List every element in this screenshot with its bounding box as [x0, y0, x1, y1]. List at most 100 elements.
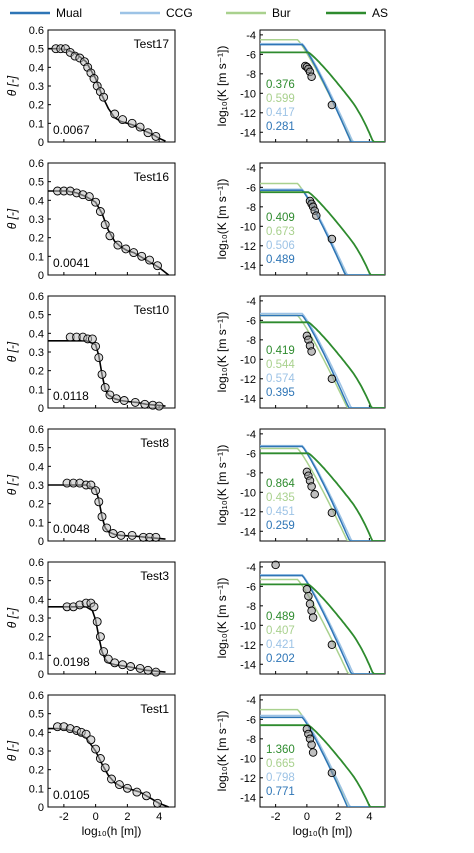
y-tick-label: 0.4 — [29, 328, 44, 340]
y-tick-label: 0.5 — [29, 44, 44, 56]
theta-observation-point — [145, 255, 155, 265]
theta-observation-point — [95, 754, 105, 763]
k-curve-mual — [260, 445, 385, 541]
x-tick-label: -2 — [271, 811, 281, 823]
theta-observation-point — [89, 602, 99, 612]
k-curve-ccg — [260, 312, 385, 408]
k-curve-as — [260, 191, 385, 275]
theta-observation-point — [95, 207, 105, 216]
theta-observation-point — [86, 480, 96, 490]
theta-panel: 0 0.1 0.2 0.3 0.4 0.5 0.6 -2 0 2 4 θ [-] Test1 0.0105 — [5, 690, 176, 823]
k-curve-ccg — [260, 42, 385, 142]
theta-axis-label: θ [-] — [5, 474, 19, 495]
y-tick-label: -12 — [240, 773, 256, 785]
y-tick-label: 0.2 — [29, 233, 44, 245]
k-panel: -14 -12 -10 -8 -6 -4 log₁₀(K [m s⁻¹]) 0.864 0.43… — [215, 428, 386, 542]
k-observation-point — [312, 211, 321, 220]
y-tick-label: 0 — [38, 802, 44, 814]
k-observation-point — [307, 740, 316, 749]
k-panel: -14 -12 -10 -8 -6 -4 log₁₀(K [m s⁻¹]) 0.419 0.54… — [215, 295, 386, 409]
y-tick-label: -8 — [246, 468, 256, 480]
stat-value-bur: 0.665 — [266, 758, 295, 770]
stat-value-as: 1.360 — [266, 744, 295, 756]
theta-observation-point — [130, 397, 140, 407]
k-observation-point — [308, 748, 318, 757]
y-tick-label: -10 — [240, 354, 256, 366]
y-tick-label: -6 — [246, 581, 256, 593]
legend: Mual CCG Bur AS — [10, 6, 388, 20]
y-tick-label: 0.6 — [29, 291, 44, 303]
k-curve-ccg — [260, 188, 385, 275]
k-curve-mual — [260, 43, 385, 142]
stat-value-ccg: 0.421 — [266, 639, 295, 651]
y-tick-label: 0.1 — [29, 517, 44, 529]
k-model-curves — [260, 312, 385, 408]
rmse-label: 0.0105 — [53, 788, 90, 802]
stat-value-ccg: 0.451 — [266, 506, 295, 518]
theta-axis-label: θ [-] — [5, 75, 19, 96]
y-tick-label: 0.6 — [29, 25, 44, 37]
k-observation-point — [327, 640, 337, 650]
theta-observation-point — [91, 197, 101, 207]
theta-observation-point — [110, 109, 120, 119]
theta-observation-point — [94, 353, 104, 363]
k-panel: -14 -12 -10 -8 -6 -4 -2 0 2 4 log₁₀(K [m s⁻¹]) 1.36… — [215, 694, 386, 823]
legend-item-as: AS — [326, 6, 388, 20]
theta-observation-point — [114, 780, 124, 790]
k-model-curves — [260, 708, 385, 807]
legend-label: Bur — [272, 6, 291, 20]
theta-observation-point — [92, 617, 102, 627]
legend-label: Mual — [56, 6, 82, 20]
theta-observation-point — [108, 529, 118, 538]
y-tick-label: 0.4 — [29, 594, 44, 606]
k-curve-mual — [260, 314, 385, 408]
x-tick-label: 4 — [156, 811, 162, 823]
k-axis-label: log₁₀(K [m s⁻¹]) — [215, 46, 229, 127]
theta-observation-point — [100, 383, 110, 392]
k-observation-point — [307, 482, 316, 491]
y-tick-label: 0.4 — [29, 461, 44, 473]
y-tick-label: 0 — [38, 669, 44, 681]
y-tick-label: 0 — [38, 536, 44, 548]
theta-axes-frame — [47, 295, 176, 409]
y-tick-label: -12 — [240, 108, 256, 120]
y-tick-label: -8 — [246, 69, 256, 81]
k-curve-as — [260, 452, 385, 541]
theta-observation-point — [116, 530, 126, 540]
y-tick-label: 0.1 — [29, 384, 44, 396]
y-tick-label: 0.6 — [29, 690, 44, 702]
theta-panel: 0 0.1 0.2 0.3 0.4 0.5 0.6 θ [-] Test16 0.0041 — [5, 158, 176, 282]
theta-observation-point — [81, 729, 91, 739]
theta-axis-label: θ [-] — [5, 740, 19, 761]
stat-value-as: 0.864 — [266, 478, 295, 490]
theta-observation-point — [111, 394, 121, 404]
k-observation-point — [271, 560, 280, 570]
theta-observation-point — [110, 658, 120, 668]
k-curve-ccg — [260, 714, 385, 807]
y-tick-label: -10 — [240, 88, 256, 100]
y-tick-label: -14 — [240, 393, 256, 405]
y-tick-label: 0.6 — [29, 424, 44, 436]
y-tick-label: 0.2 — [29, 366, 44, 378]
y-tick-label: -6 — [246, 448, 256, 460]
theta-observation-point — [94, 497, 104, 507]
y-tick-label: 0.3 — [29, 480, 44, 492]
y-tick-label: 0.3 — [29, 214, 44, 226]
test-label: Test8 — [140, 436, 169, 450]
theta-axes-frame — [47, 162, 176, 276]
y-tick-label: -10 — [240, 753, 256, 765]
x-axis-label-left: log₁₀(h [m]) — [82, 824, 142, 838]
theta-observation-point — [87, 334, 97, 344]
stat-value-mual: 0.259 — [266, 520, 295, 532]
stat-value-bur: 0.435 — [266, 492, 295, 504]
k-axis-label: log₁₀(K [m s⁻¹]) — [215, 578, 229, 659]
k-model-curves — [260, 182, 385, 275]
x-tick-label: 2 — [335, 811, 341, 823]
legend-label: CCG — [166, 6, 193, 20]
stat-value-mual: 0.395 — [266, 387, 295, 399]
stat-value-ccg: 0.506 — [266, 240, 295, 252]
y-tick-label: -8 — [246, 734, 256, 746]
